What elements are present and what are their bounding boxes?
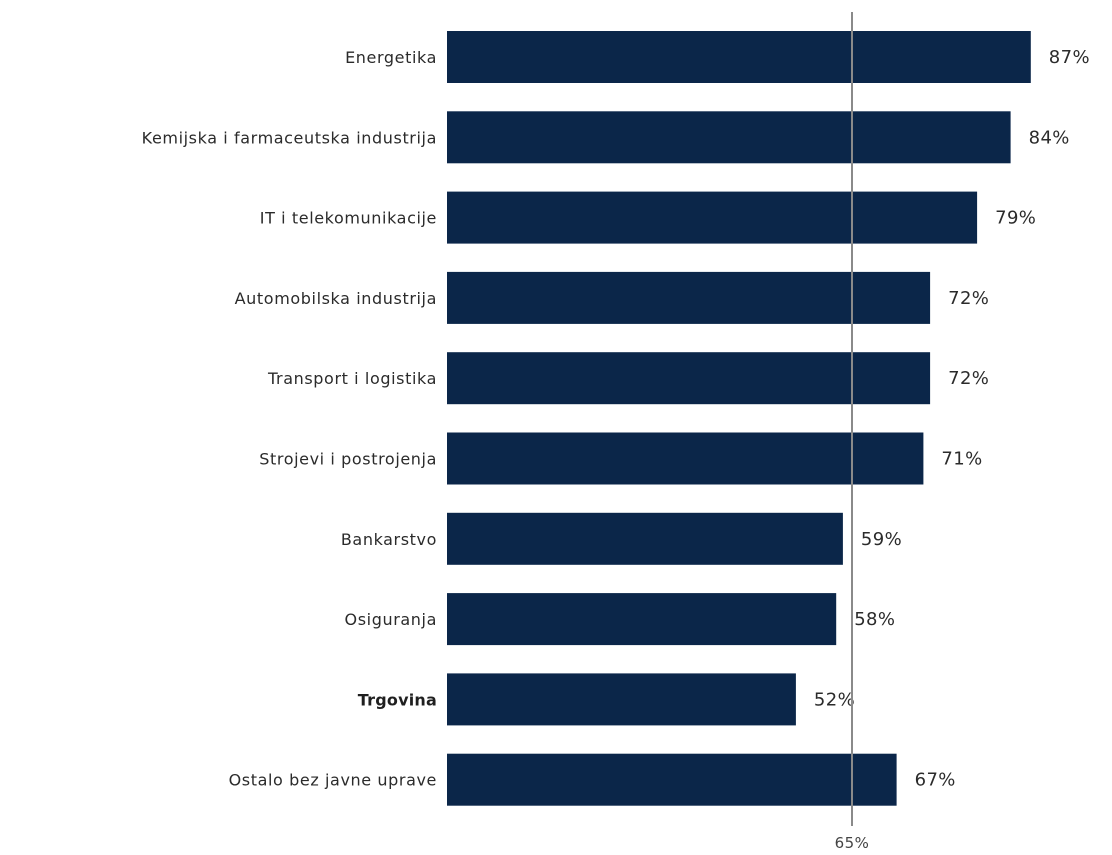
bar [447, 593, 837, 646]
category-label: Kemijska i farmaceutska industrija [142, 128, 437, 147]
bars-group [447, 31, 1031, 806]
category-label: Ostalo bez javne uprave [229, 771, 437, 790]
category-label: Trgovina [358, 690, 437, 709]
value-label: 52% [814, 689, 855, 710]
bar [447, 31, 1031, 83]
value-label: 71% [941, 449, 982, 470]
reference-line-label: 65% [835, 834, 870, 852]
value-label: 67% [915, 770, 956, 791]
value-label: 72% [948, 368, 989, 389]
bar [447, 512, 843, 565]
value-label: 59% [861, 529, 902, 550]
category-label: Energetika [345, 48, 437, 67]
bar [447, 111, 1011, 164]
category-label: Transport i logistika [267, 369, 437, 388]
category-label: Osiguranja [345, 610, 437, 629]
bar [447, 271, 931, 324]
category-label: Strojevi i postrojenja [259, 450, 437, 469]
value-labels: 87% 84% 79% 72% 72% 71% 59% 58% 52% 67% [814, 47, 1090, 791]
category-labels: Energetika Kemijska i farmaceutska indust… [142, 48, 437, 790]
value-label: 58% [854, 609, 895, 630]
value-label: 87% [1049, 47, 1090, 68]
bar [447, 753, 897, 806]
bar [447, 352, 931, 405]
value-label: 79% [995, 208, 1036, 229]
category-label: Bankarstvo [341, 530, 437, 549]
category-label: IT i telekomunikacije [260, 209, 437, 228]
value-label: 72% [948, 288, 989, 309]
category-label: Automobilska industrija [235, 289, 437, 308]
value-label: 84% [1029, 127, 1070, 148]
bar [447, 673, 796, 726]
bar [447, 432, 924, 485]
bar [447, 191, 978, 244]
